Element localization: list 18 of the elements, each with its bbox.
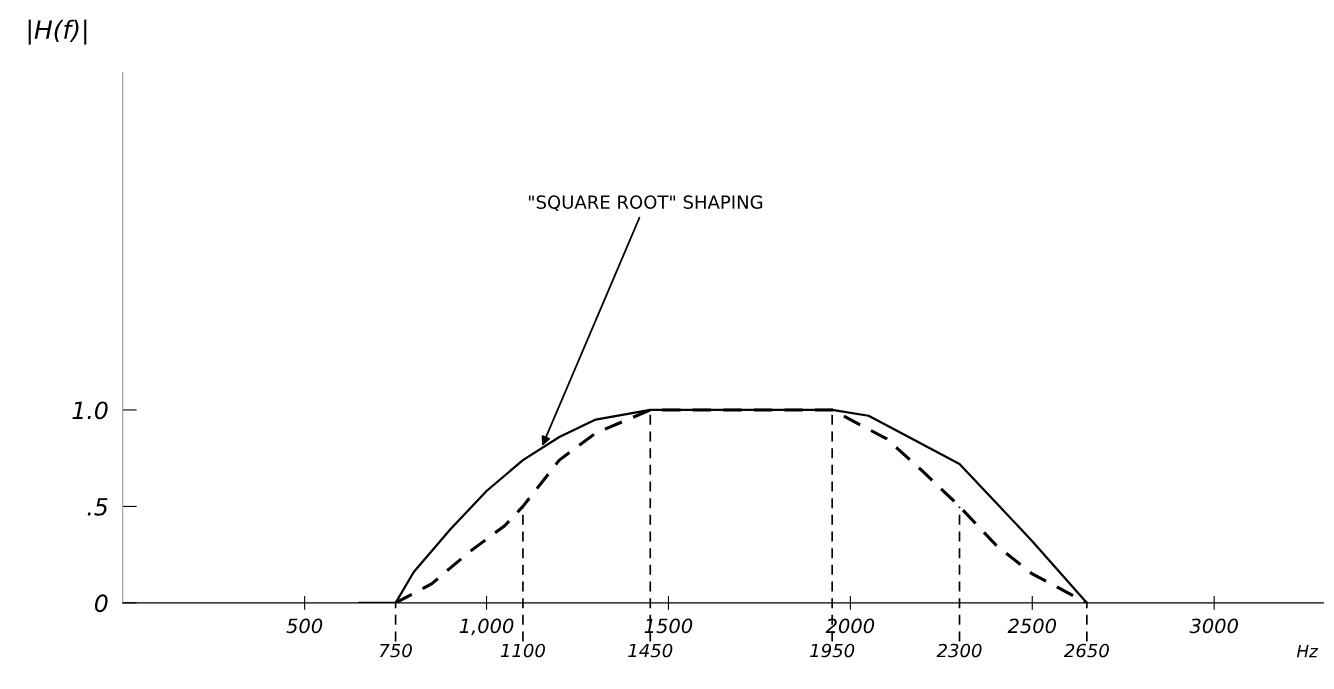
x-tick-label: 1,000 <box>459 618 514 636</box>
ref-line-label: 2650 <box>1063 643 1109 658</box>
ref-line-label: 2300 <box>936 643 982 658</box>
ref-line-label: 750 <box>380 643 412 658</box>
ref-line-label: 1100 <box>500 643 545 658</box>
y-tick-label: .5 <box>87 498 108 516</box>
x-tick-label: 2000 <box>825 618 875 634</box>
x-tick-label: 500 <box>286 618 323 634</box>
y-tick-label: 1.0 <box>72 401 108 420</box>
y-axis-title: |H(f)| <box>28 19 87 45</box>
x-tick-label: 1500 <box>644 618 693 634</box>
annotation: "SQUARE ROOT" SHAPING <box>528 195 763 211</box>
x-tick-label: 3000 <box>1189 618 1238 634</box>
x-axis-title: Hz <box>1296 645 1319 658</box>
ref-line-label: 1450 <box>628 643 673 658</box>
ref-line-label: 1950 <box>810 643 855 658</box>
y-tick-label: 0 <box>94 594 108 613</box>
x-tick-label: 2500 <box>1007 618 1057 634</box>
